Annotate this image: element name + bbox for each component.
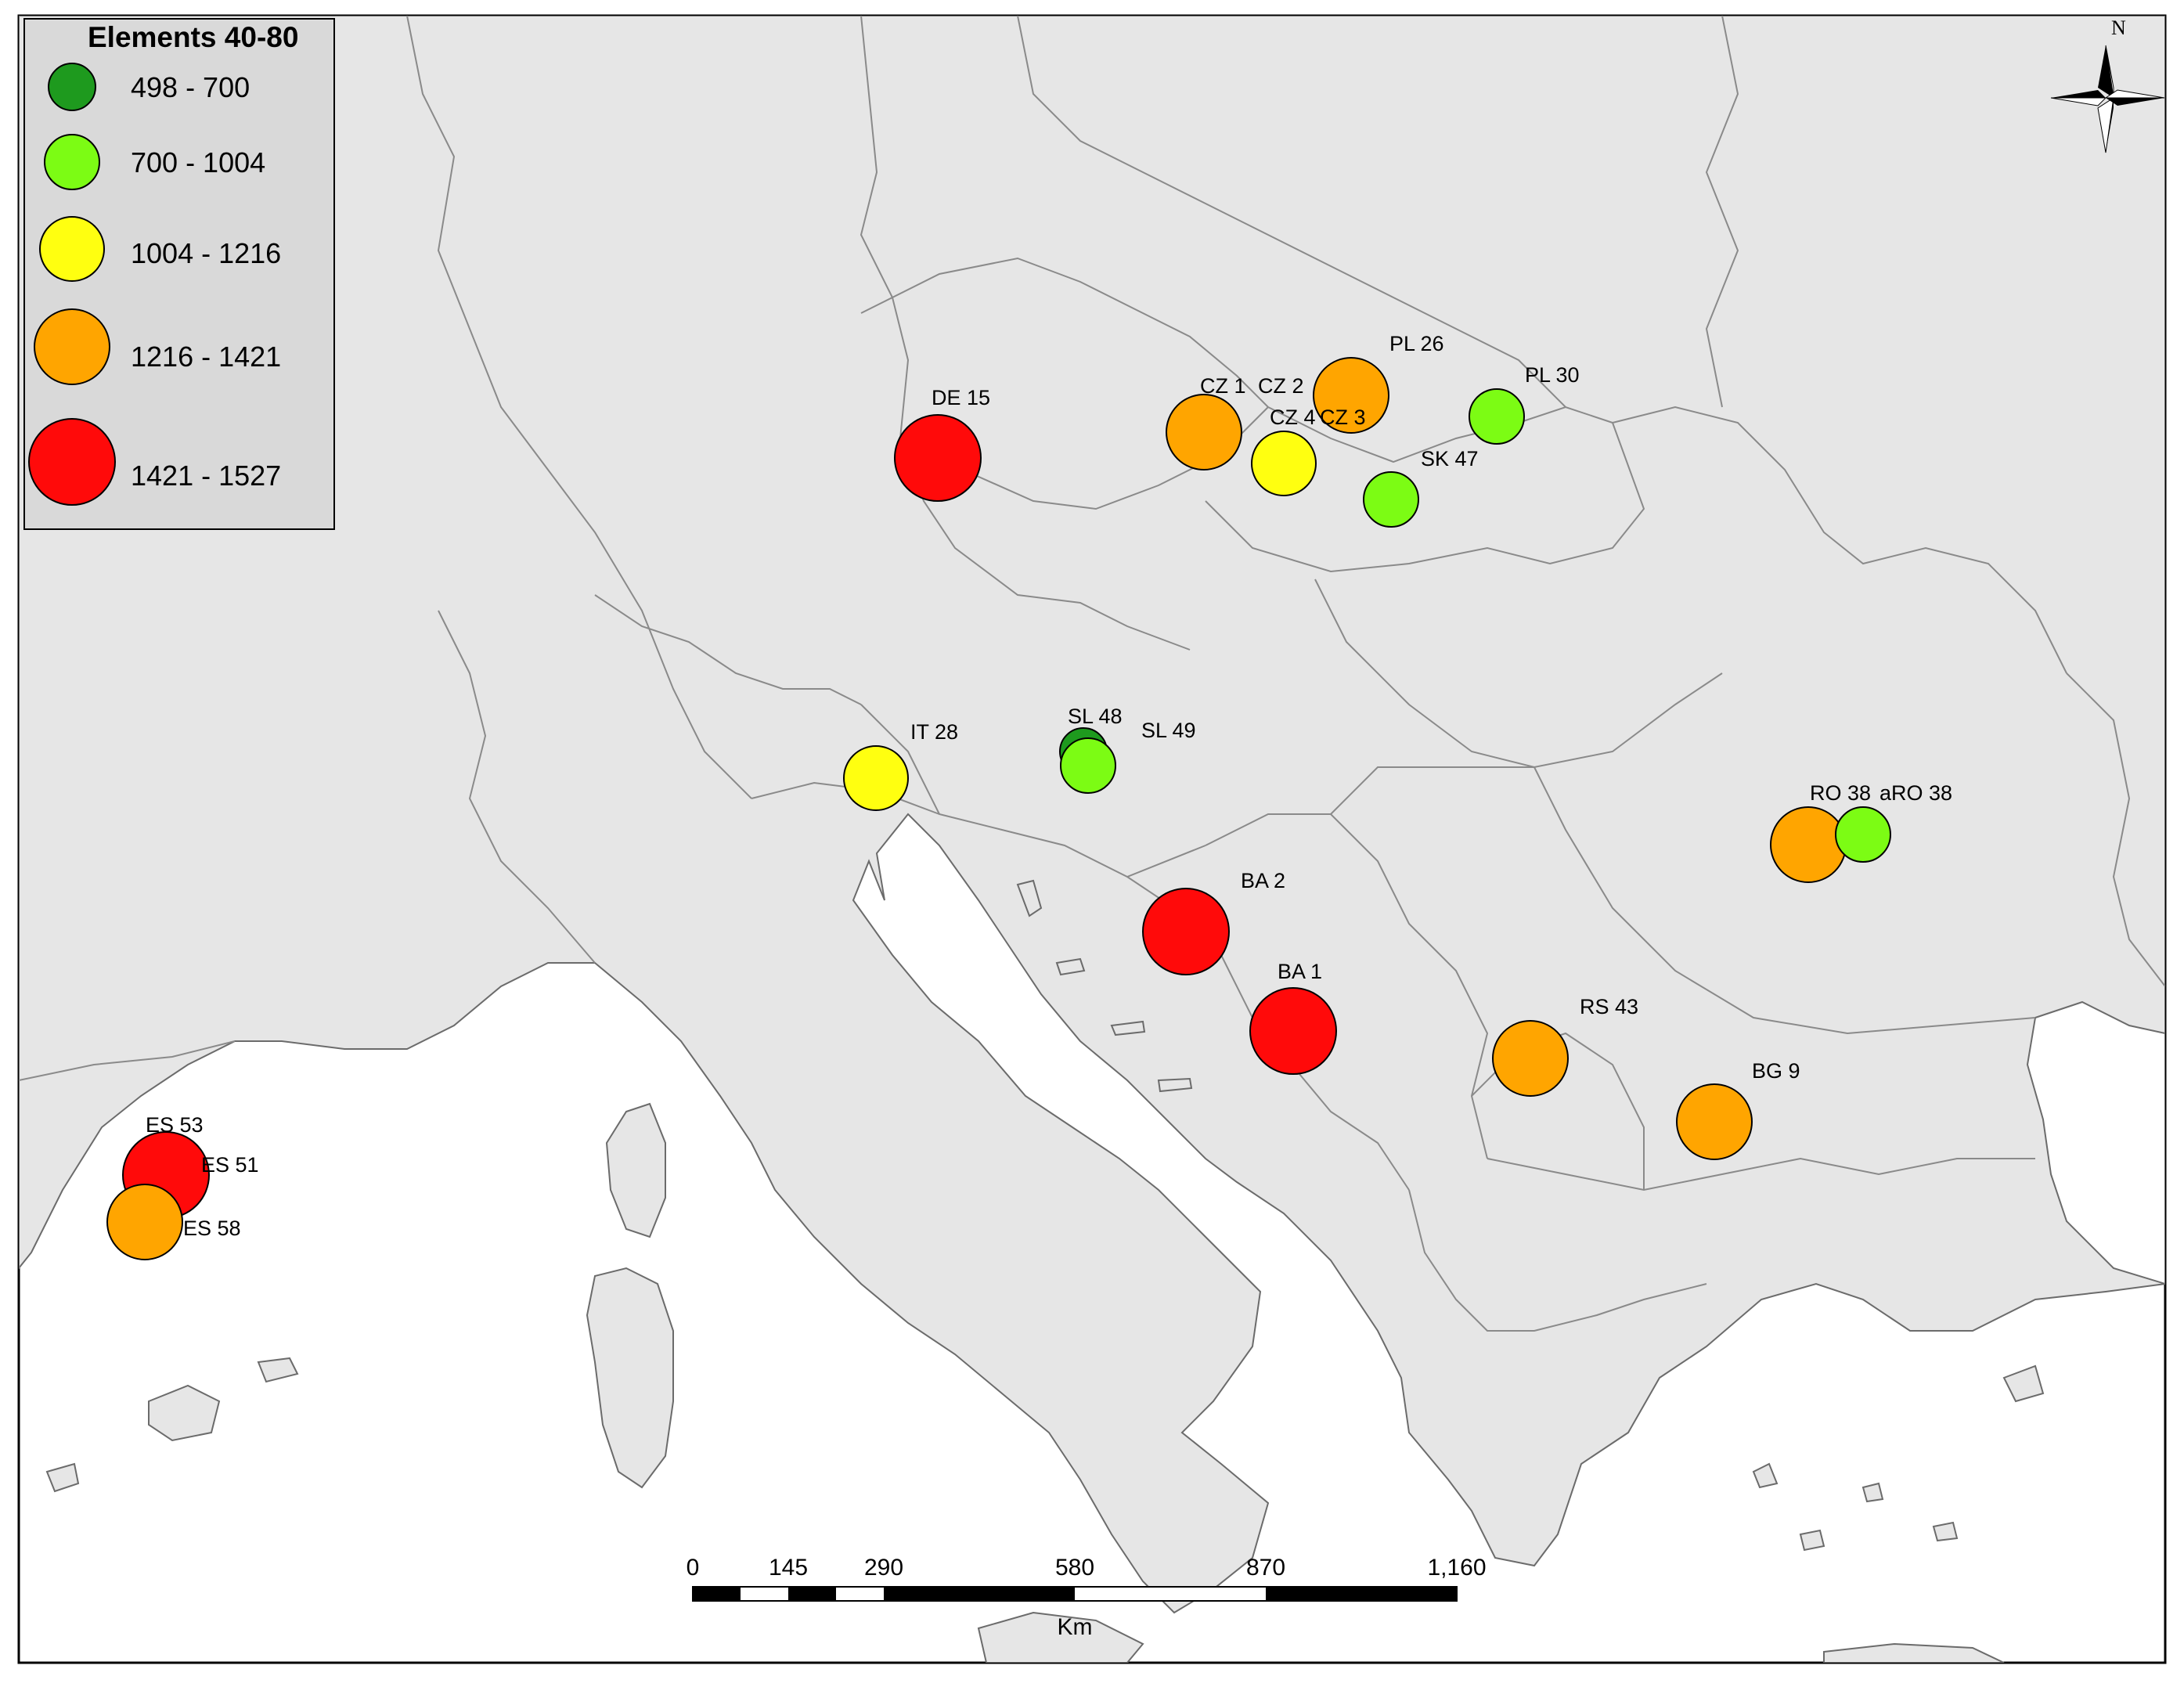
site-label-pl-26: PL 26 [1389, 332, 1444, 355]
scale-unit: Km [1058, 1614, 1093, 1640]
site-label-sl-48: SL 48 [1068, 705, 1123, 728]
land-aegean-island-5 [2002, 1364, 2045, 1403]
scale-tick-290: 290 [864, 1555, 903, 1581]
north-arrow-north [2098, 45, 2114, 98]
scale-tick-870: 870 [1246, 1555, 1285, 1581]
sample-sites: DE 15 CZ 1 CZ 2 CZ 4 CZ 3 PL 26 PL 30 SK 47 IT 2… [106, 332, 1952, 1260]
land-aegean-island-3 [1799, 1529, 1825, 1552]
site-label-ba-1: BA 1 [1278, 960, 1322, 983]
land-dalmatian-islands [1016, 879, 1193, 1093]
land-ibiza [45, 1462, 80, 1493]
site-markers [106, 357, 1891, 1260]
scale-bar-seg-2 [788, 1587, 836, 1601]
site-label-es-58: ES 58 [183, 1217, 241, 1240]
site-marker-sl-49[interactable] [1060, 737, 1116, 794]
scale-bar-seg-1 [693, 1587, 741, 1601]
legend-label-2: 700 - 1004 [131, 146, 265, 178]
scale-tick-1160: 1,160 [1427, 1555, 1486, 1581]
site-marker-aro-38[interactable] [1835, 806, 1891, 863]
site-label-sl-49: SL 49 [1141, 719, 1196, 742]
legend-swatch-4 [34, 308, 110, 385]
site-label-pl-30: PL 30 [1525, 363, 1580, 387]
north-arrow-west [2051, 90, 2106, 98]
site-label-cz-3: CZ 3 [1320, 406, 1366, 429]
site-marker-it-28[interactable] [843, 745, 909, 811]
north-arrow-west-light [2050, 97, 2107, 106]
site-marker-de-15[interactable] [894, 414, 982, 502]
legend: Elements 40-80 498 - 700 700 - 1004 1004… [23, 18, 335, 530]
north-arrow: N [2050, 16, 2165, 153]
site-label-it-28: IT 28 [910, 720, 958, 744]
site-label-es-53: ES 53 [146, 1113, 204, 1137]
site-label-cz-1: CZ 1 [1200, 374, 1246, 398]
site-label-ro-38: RO 38 [1810, 781, 1871, 805]
land-sardinia [586, 1267, 674, 1489]
site-label-cz-2: CZ 2 [1258, 374, 1304, 398]
scale-bar: 0 145 290 580 870 1,160 Km [687, 1555, 1487, 1640]
site-label-de-15: DE 15 [932, 386, 990, 409]
north-arrow-east-dark [2106, 98, 2164, 106]
country-borders [19, 16, 2165, 1332]
site-label-ba-2: BA 2 [1241, 869, 1285, 892]
scale-bar-seg-4 [1266, 1587, 1457, 1601]
legend-swatch-5 [28, 418, 116, 506]
site-marker-pl-26[interactable] [1313, 357, 1389, 434]
land-sicily [977, 1611, 1144, 1663]
land-corsica [605, 1102, 666, 1238]
scale-tick-145: 145 [769, 1555, 808, 1581]
legend-label-3: 1004 - 1216 [131, 237, 281, 269]
land-aegean-island-2 [1861, 1482, 1884, 1503]
site-label-bg-9: BG 9 [1752, 1059, 1800, 1083]
land-aegean-island-1 [1752, 1462, 1779, 1489]
site-label-aro-38: aRO 38 [1879, 781, 1952, 805]
legend-label-1: 498 - 700 [131, 71, 250, 103]
legend-swatch-2 [44, 134, 100, 190]
land-menorca [257, 1357, 299, 1383]
legend-title: Elements 40-80 [88, 21, 298, 53]
legend-swatch-3 [39, 216, 105, 282]
legend-label-4: 1216 - 1421 [131, 341, 281, 373]
site-labels: DE 15 CZ 1 CZ 2 CZ 4 CZ 3 PL 26 PL 30 SK 47 IT 2… [146, 332, 1952, 1240]
site-marker-bg-9[interactable] [1676, 1083, 1753, 1160]
site-marker-ro-38[interactable] [1770, 806, 1847, 883]
scale-tick-580: 580 [1055, 1555, 1094, 1581]
site-marker-pl-30[interactable] [1469, 388, 1525, 445]
site-label-cz-4: CZ 4 [1270, 406, 1316, 429]
site-marker-cz-4[interactable] [1251, 431, 1317, 496]
site-marker-cz-1[interactable] [1166, 394, 1242, 470]
north-label: N [2111, 16, 2126, 39]
scale-bar-seg-3 [884, 1587, 1075, 1601]
land-aegean-island-4 [1932, 1521, 1959, 1542]
site-label-sk-47: SK 47 [1421, 447, 1479, 470]
legend-label-5: 1421 - 1527 [131, 460, 281, 492]
site-label-rs-43: RS 43 [1580, 995, 1638, 1018]
land-mallorca [148, 1384, 221, 1442]
scale-tick-0: 0 [687, 1555, 700, 1581]
north-arrow-south-dark [2106, 98, 2114, 153]
site-marker-es-58[interactable] [106, 1184, 183, 1260]
land-crete [1823, 1642, 2005, 1663]
site-marker-ba-1[interactable] [1249, 987, 1337, 1075]
sea-black-sea [2026, 1000, 2165, 1285]
site-marker-ba-2[interactable] [1142, 888, 1230, 975]
site-marker-sk-47[interactable] [1363, 471, 1419, 528]
site-label-es-51: ES 51 [201, 1153, 259, 1177]
site-marker-rs-43[interactable] [1492, 1020, 1569, 1097]
legend-swatch-1 [48, 63, 96, 111]
